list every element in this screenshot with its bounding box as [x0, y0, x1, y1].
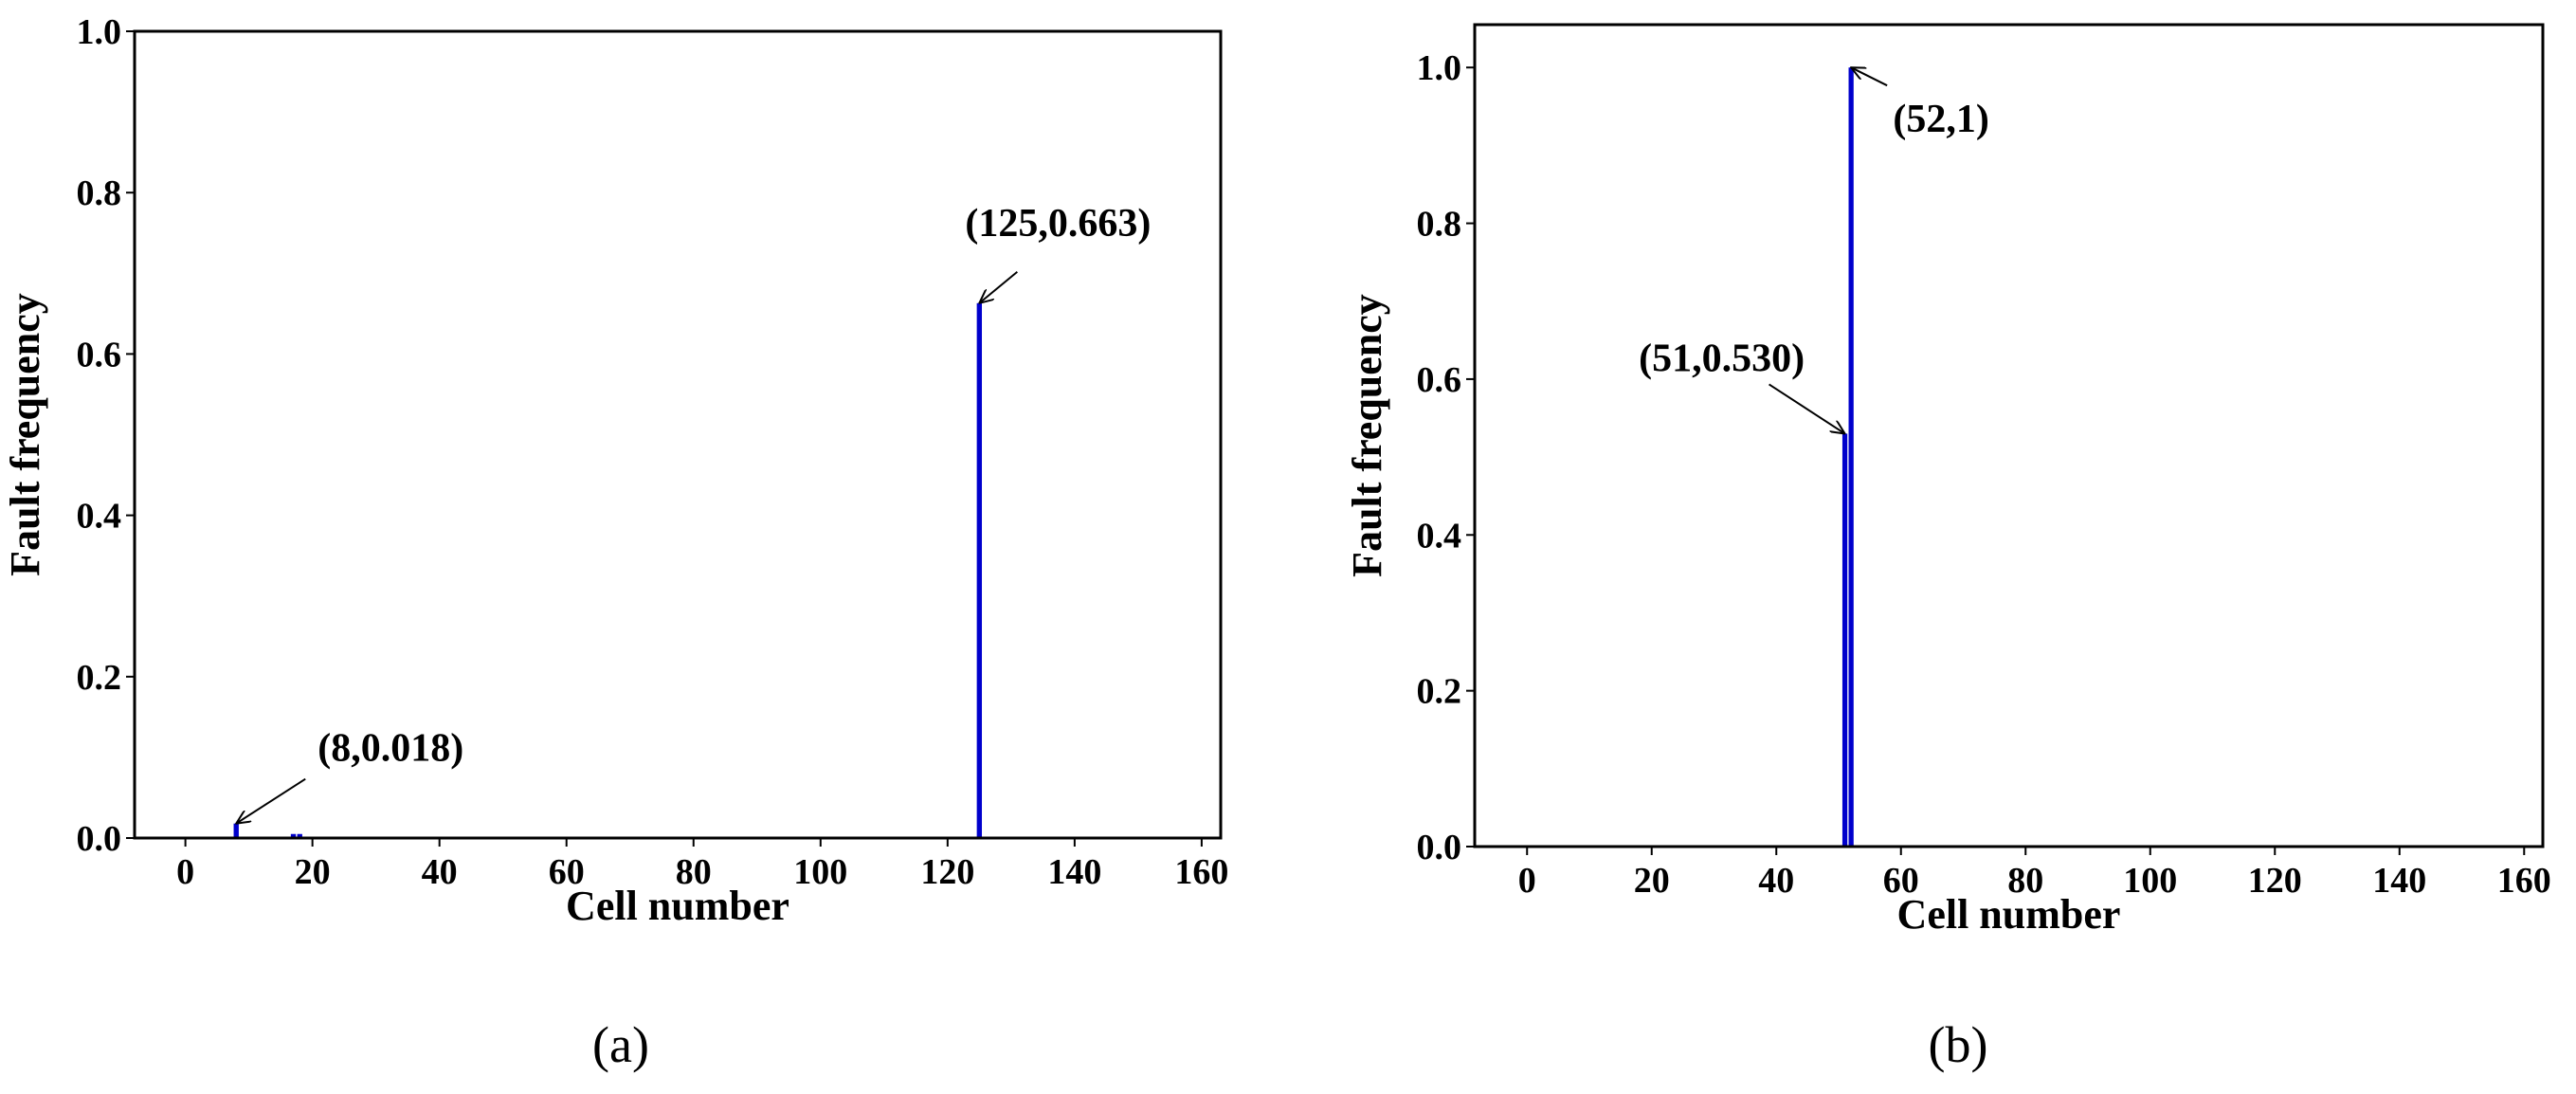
y-tick-label: 0.2	[77, 658, 122, 698]
annotation-arrow	[1851, 67, 1888, 87]
x-tick-label: 100	[793, 852, 847, 892]
chart: 0 20 40 60 80 100 120 140 160 0.0 0.2 0.4 0.6 0.8 1.0 C…	[1344, 23, 2551, 1073]
x-tick-label: 60	[549, 852, 585, 892]
y-tick-label: 0.4	[77, 497, 122, 537]
annotation-arrow	[979, 271, 1018, 303]
x-tick-label: 0	[176, 852, 194, 892]
y-tick-label: 1.0	[1417, 48, 1462, 88]
bar	[1841, 433, 1848, 847]
bar	[1848, 67, 1854, 848]
annotation-label: (8,0.018)	[317, 727, 463, 771]
y-axis-title: Fault frequency	[2, 293, 48, 576]
x-tick-label: 100	[2123, 861, 2177, 901]
x-tick-label: 160	[1174, 852, 1228, 892]
x-tick-label: 0	[1518, 861, 1536, 901]
annotation-label: (125,0.663)	[965, 202, 1151, 246]
x-axis-title: Cell number	[566, 883, 789, 929]
y-tick-label: 1.0	[77, 12, 122, 52]
annotation-label: (52,1)	[1893, 98, 1988, 141]
caption: (b)	[1929, 1016, 1988, 1073]
bar	[290, 833, 297, 838]
chart: 0 20 40 60 80 100 120 140 160 0.0 0.2 0.4 0.6 0.8 1.0 C…	[2, 12, 1228, 1073]
bar	[976, 302, 983, 838]
x-tick-label: 160	[2497, 861, 2551, 901]
plot-frame	[1473, 23, 2545, 848]
y-tick-label: 0.8	[1417, 205, 1462, 245]
plot-frame	[133, 29, 1223, 840]
x-tick-label: 80	[2007, 861, 2043, 901]
caption: (a)	[592, 1016, 649, 1073]
x-tick-label: 140	[2372, 861, 2426, 901]
annotation-arrow	[236, 777, 306, 824]
y-tick-label: 0.6	[77, 335, 122, 374]
y-tick-label: 0.8	[77, 173, 122, 213]
x-tick-label: 40	[422, 852, 458, 892]
annotation-arrow	[1769, 383, 1845, 433]
y-tick-label: 0.0	[1417, 828, 1462, 867]
y-tick-label: 0.0	[77, 819, 122, 859]
x-tick-label: 20	[1634, 861, 1670, 901]
bar	[297, 833, 302, 838]
y-tick-label: 0.2	[1417, 672, 1462, 712]
x-tick-label: 60	[1883, 861, 1919, 901]
y-tick-label: 0.4	[1417, 516, 1462, 556]
x-tick-label: 80	[676, 852, 712, 892]
x-axis-title: Cell number	[1897, 891, 2121, 938]
annotation-label: (51,0.530)	[1639, 337, 1805, 380]
x-tick-label: 120	[2248, 861, 2302, 901]
x-tick-label: 120	[920, 852, 974, 892]
y-axis-title: Fault frequency	[1344, 294, 1390, 577]
x-tick-label: 140	[1047, 852, 1101, 892]
x-tick-label: 40	[1758, 861, 1794, 901]
y-tick-label: 0.6	[1417, 360, 1462, 400]
x-tick-label: 20	[295, 852, 331, 892]
bar	[233, 823, 239, 838]
